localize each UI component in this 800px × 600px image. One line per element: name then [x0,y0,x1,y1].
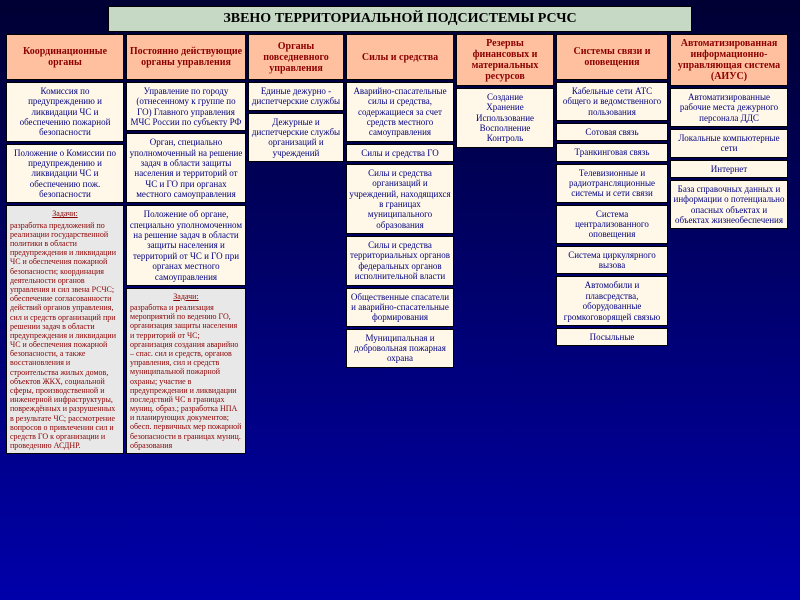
column: Координационные органыКомиссия по предуп… [6,34,124,454]
column: Силы и средстваАварийно-спасательные сил… [346,34,454,454]
diagram-title: ЗВЕНО ТЕРРИТОРИАЛЬНОЙ ПОДСИСТЕМЫ РСЧС [108,6,692,32]
column: Системы связи и оповещенияКабельные сети… [556,34,668,454]
content-box: Интернет [670,160,788,178]
content-box: Транкинговая связь [556,143,668,161]
content-box: Общественные спасатели и аварийно-спасат… [346,288,454,327]
column: Органы повседневного управленияЕдиные де… [248,34,344,454]
content-box: Силы и средства территориальных органов … [346,236,454,285]
content-box: Кабельные сети АТС общего и ведомственно… [556,82,668,121]
content-box: Комиссия по предупреждению и ликвидации … [6,82,124,142]
content-box: Система циркулярного вызова [556,246,668,275]
content-box: Телевизионные и радиотрансляционные сист… [556,164,668,203]
tasks-box: Задачи: разработка и реализация мероприят… [126,288,246,454]
tasks-title: Задачи: [130,292,242,301]
content-box: База справочных данных и информации о по… [670,180,788,229]
tasks-box: Задачи: разработка предложений по реализа… [6,205,124,454]
content-box: Система централизованного оповещения [556,205,668,244]
content-box: Дежурные и диспетчерские службы организа… [248,113,344,162]
column-header: Системы связи и оповещения [556,34,668,80]
column: Автоматизированная информационно-управля… [670,34,788,454]
tasks-title: Задачи: [10,209,120,218]
diagram-canvas: ЗВЕНО ТЕРРИТОРИАЛЬНОЙ ПОДСИСТЕМЫ РСЧС Ко… [0,0,800,600]
column-header: Резервы финансовых и материальных ресурс… [456,34,554,86]
content-box: Силы и средства организаций и учреждений… [346,164,454,234]
content-box: Автомобили и плавсредства, оборудованные… [556,276,668,325]
content-box: Силы и средства ГО [346,144,454,162]
content-box: Единые дежурно - диспетчерские службы [248,82,344,111]
column-header: Постоянно действующие органы управления [126,34,246,80]
column: Постоянно действующие органы управленияУ… [126,34,246,454]
content-box: Орган, специально уполномоченный на реше… [126,133,246,203]
content-box: Локальные компьютерные сети [670,129,788,158]
tasks-body: разработка предложений по реализации гос… [10,221,120,451]
content-box: Аварийно-спасательные силы и средства, с… [346,82,454,142]
content-box: Положение об органе, специально уполномо… [126,205,246,285]
content-box: Положение о Комиссии по предупреждению и… [6,144,124,204]
column-header: Органы повседневного управления [248,34,344,80]
content-box: Сотовая связь [556,123,668,141]
content-box: Создание Хранение Использование Восполне… [456,88,554,148]
content-box: Муниципальная и добровольная пожарная ох… [346,329,454,368]
columns-container: Координационные органыКомиссия по предуп… [6,34,794,454]
column-header: Координационные органы [6,34,124,80]
tasks-body: разработка и реализация мероприятий по в… [130,303,242,450]
column-header: Автоматизированная информационно-управля… [670,34,788,86]
content-box: Управление по городу (отнесенному к груп… [126,82,246,131]
content-box: Посыльные [556,328,668,346]
column: Резервы финансовых и материальных ресурс… [456,34,554,454]
column-header: Силы и средства [346,34,454,80]
content-box: Автоматизированные рабочие места дежурно… [670,88,788,127]
